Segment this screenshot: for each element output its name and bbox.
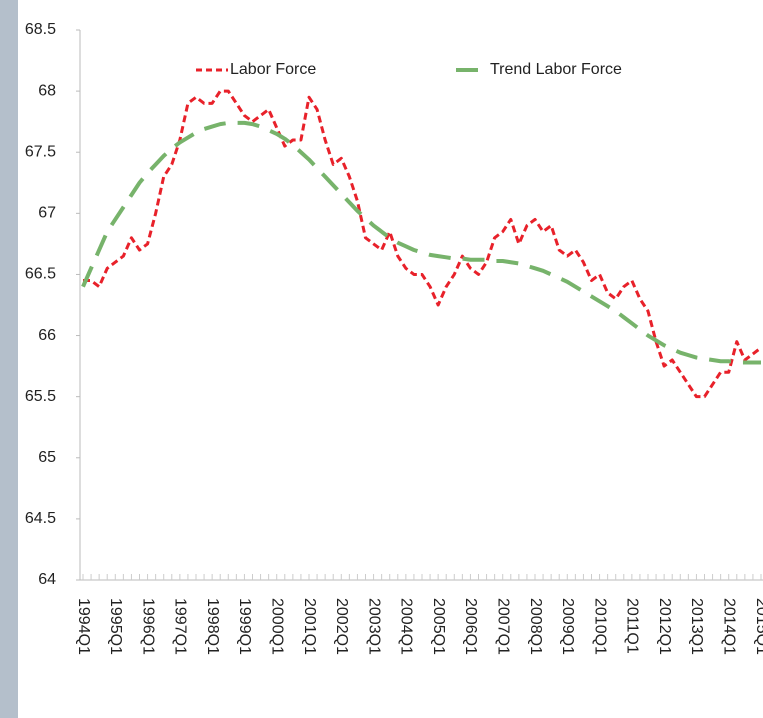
x-tick-label: 2004Q1 — [398, 598, 415, 655]
side-strip — [0, 0, 18, 718]
y-tick-label: 66.5 — [25, 266, 56, 283]
x-tick-label: 1998Q1 — [204, 598, 221, 655]
x-tick-label: 2010Q1 — [591, 598, 608, 655]
x-tick-label: 1999Q1 — [236, 598, 253, 655]
x-tick-label: 1994Q1 — [75, 598, 92, 655]
x-tick-label: 2014Q1 — [720, 598, 737, 655]
x-tick-label: 2012Q1 — [656, 598, 673, 655]
x-tick-label: 2002Q1 — [333, 598, 350, 655]
x-tick-label: 2007Q1 — [494, 598, 511, 655]
legend-label: Trend Labor Force — [490, 61, 622, 78]
x-tick-label: 1997Q1 — [172, 598, 189, 655]
y-tick-label: 67.5 — [25, 143, 56, 160]
y-tick-label: 67 — [38, 205, 56, 222]
series-line — [83, 89, 762, 399]
y-tick-label: 65 — [38, 449, 56, 466]
x-tick-label: 2006Q1 — [462, 598, 479, 655]
x-tick-label: 1996Q1 — [139, 598, 156, 655]
x-tick-label: 2013Q1 — [688, 598, 705, 655]
x-tick-label: 2003Q1 — [365, 598, 382, 655]
legend-label: Labor Force — [230, 61, 316, 78]
y-tick-label: 66 — [38, 327, 56, 344]
x-tick-label: 2000Q1 — [268, 598, 285, 655]
y-tick-label: 65.5 — [25, 388, 56, 405]
x-tick-label: 2005Q1 — [430, 598, 447, 655]
x-tick-label: 2001Q1 — [301, 598, 318, 655]
series-line — [81, 120, 761, 365]
x-tick-label: 2015Q1 — [753, 598, 763, 655]
y-tick-label: 68.5 — [25, 21, 56, 38]
x-tick-label: 1995Q1 — [107, 598, 124, 655]
y-tick-label: 64.5 — [25, 510, 56, 527]
y-tick-label: 68 — [38, 82, 56, 99]
x-tick-label: 2008Q1 — [527, 598, 544, 655]
x-tick-label: 2011Q1 — [624, 598, 641, 654]
y-tick-label: 64 — [38, 571, 56, 588]
x-tick-label: 2009Q1 — [559, 598, 576, 655]
